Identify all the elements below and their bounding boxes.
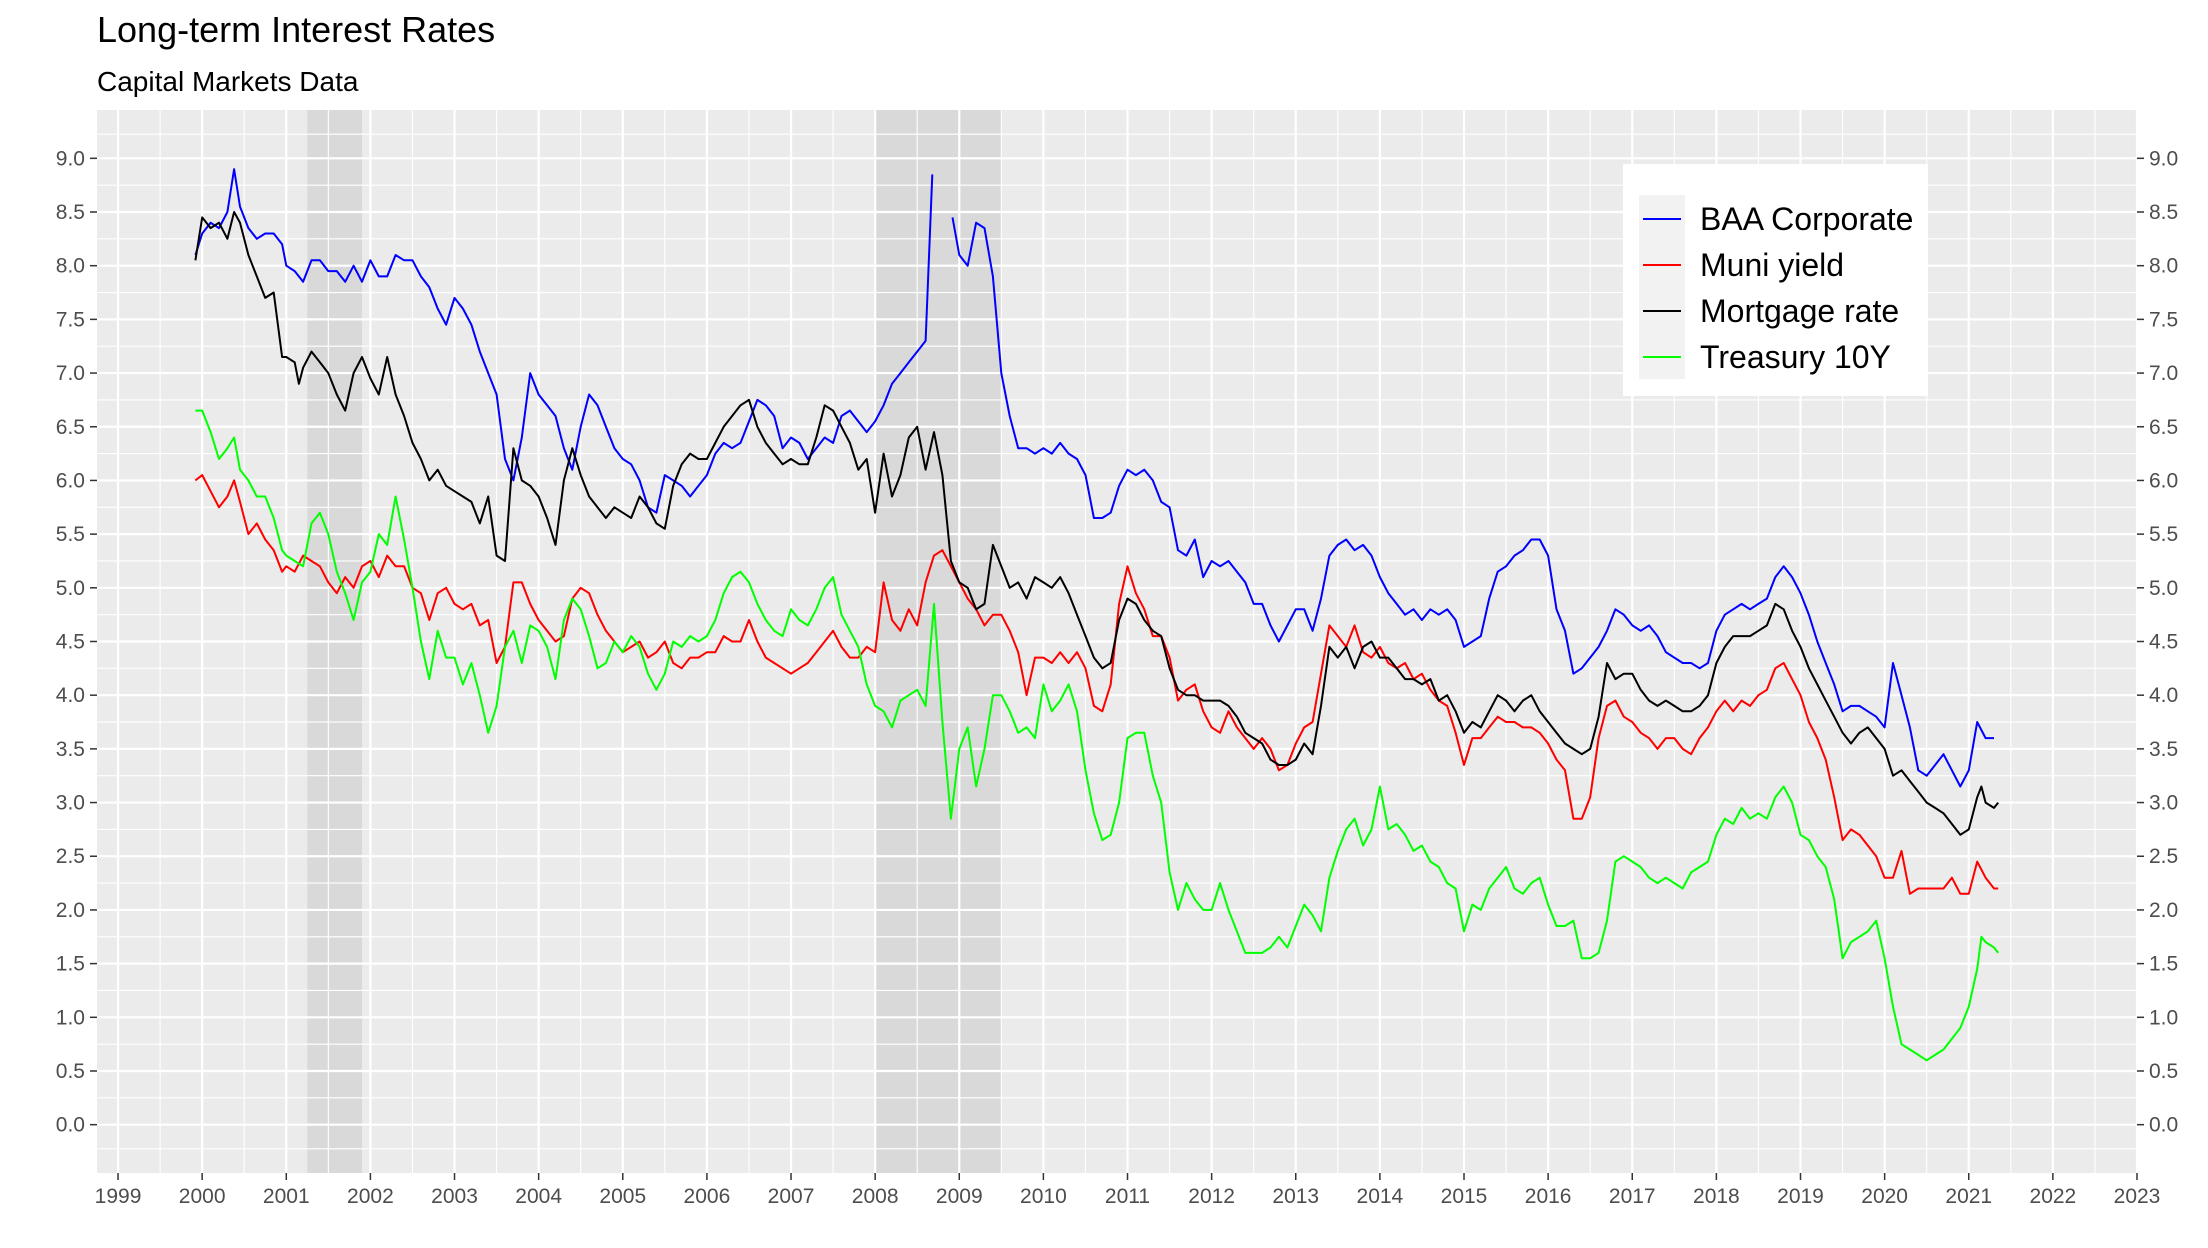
x-tick-label: 2022: [2030, 1185, 2077, 1208]
y-tick-label-right: 2.5: [2149, 845, 2178, 868]
legend-label: Mortgage rate: [1700, 293, 1899, 329]
y-tick-label-left: 9.0: [56, 147, 85, 170]
x-tick-label: 2019: [1777, 1185, 1824, 1208]
y-tick-label-right: 0.5: [2149, 1060, 2178, 1083]
x-tick-label: 2014: [1357, 1185, 1404, 1208]
y-tick-label-left: 3.5: [56, 738, 85, 761]
series-line-muni-yield-2: [194, 474, 1999, 895]
axes: 1999 2000 2001 2002 2003 2004 2005 2006 2007 2008…: [56, 147, 2178, 1208]
y-tick-label-left: 3.0: [56, 792, 85, 815]
x-tick-label: 2013: [1272, 1185, 1319, 1208]
y-tick-label-right: 7.5: [2149, 308, 2178, 331]
y-tick-label-left: 7.5: [56, 308, 85, 331]
y-tick-label-right: 7.0: [2149, 362, 2178, 385]
y-tick-label-left: 2.5: [56, 845, 85, 868]
x-tick-label: 2008: [852, 1185, 899, 1208]
x-tick-label: 2002: [347, 1185, 394, 1208]
series-line-baa-corporate-1: [951, 217, 1994, 788]
legend-label: Muni yield: [1700, 247, 1844, 283]
y-tick-label-right: 0.0: [2149, 1114, 2178, 1137]
x-tick-label: 2023: [2114, 1185, 2161, 1208]
series-lines: [194, 168, 1999, 1062]
y-tick-label-right: 8.0: [2149, 255, 2178, 278]
y-tick-label-right: 4.5: [2149, 631, 2178, 654]
y-tick-label-right: 6.5: [2149, 416, 2178, 439]
series-line-treasury-10y-4: [195, 409, 1999, 1062]
x-tick-label: 2001: [263, 1185, 310, 1208]
y-tick-label-right: 2.0: [2149, 899, 2178, 922]
x-tick-label: 2012: [1188, 1185, 1235, 1208]
y-tick-label-right: 3.5: [2149, 738, 2178, 761]
legend-label: BAA Corporate: [1700, 201, 1913, 237]
y-tick-label-left: 8.0: [56, 255, 85, 278]
x-tick-label: 2018: [1693, 1185, 1740, 1208]
x-tick-label: 2020: [1861, 1185, 1908, 1208]
series-line-mortgage-rate-3: [194, 211, 1999, 836]
y-tick-label-right: 6.0: [2149, 469, 2178, 492]
x-tick-label: 2021: [1945, 1185, 1992, 1208]
y-tick-label-left: 0.0: [56, 1114, 85, 1137]
y-tick-label-right: 5.0: [2149, 577, 2178, 600]
y-tick-label-left: 6.5: [56, 416, 85, 439]
legend: BAA Corporate Muni yield Mortgage rate Trea…: [1623, 164, 1928, 396]
chart-subtitle: Capital Markets Data: [97, 66, 359, 97]
y-tick-label-right: 1.5: [2149, 953, 2178, 976]
y-tick-label-right: 8.5: [2149, 201, 2178, 224]
y-tick-label-left: 5.0: [56, 577, 85, 600]
x-tick-label: 2016: [1525, 1185, 1572, 1208]
x-tick-label: 2015: [1441, 1185, 1488, 1208]
y-tick-label-left: 4.5: [56, 631, 85, 654]
x-tick-label: 2004: [515, 1185, 562, 1208]
y-tick-label-left: 5.5: [56, 523, 85, 546]
x-tick-label: 2006: [684, 1185, 731, 1208]
y-tick-label-right: 9.0: [2149, 147, 2178, 170]
y-tick-label-left: 1.5: [56, 953, 85, 976]
x-tick-label: 2011: [1105, 1185, 1150, 1208]
chart-title: Long-term Interest Rates: [97, 9, 495, 50]
x-tick-label: 2000: [179, 1185, 226, 1208]
y-tick-label-left: 1.0: [56, 1006, 85, 1029]
y-tick-label-right: 1.0: [2149, 1006, 2178, 1029]
y-tick-label-left: 0.5: [56, 1060, 85, 1083]
x-tick-label: 2003: [431, 1185, 478, 1208]
y-tick-label-left: 8.5: [56, 201, 85, 224]
y-tick-label-right: 3.0: [2149, 792, 2178, 815]
y-tick-label-left: 6.0: [56, 469, 85, 492]
y-tick-label-left: 2.0: [56, 899, 85, 922]
x-tick-label: 2017: [1609, 1185, 1656, 1208]
x-tick-label: 2010: [1020, 1185, 1067, 1208]
y-tick-label-left: 7.0: [56, 362, 85, 385]
x-tick-label: 2009: [936, 1185, 983, 1208]
y-tick-label-left: 4.0: [56, 684, 85, 707]
y-tick-label-right: 5.5: [2149, 523, 2178, 546]
x-tick-label: 2005: [599, 1185, 646, 1208]
x-tick-label: 1999: [95, 1185, 142, 1208]
y-tick-label-right: 4.0: [2149, 684, 2178, 707]
legend-label: Treasury 10Y: [1700, 339, 1891, 375]
x-tick-label: 2007: [768, 1185, 815, 1208]
